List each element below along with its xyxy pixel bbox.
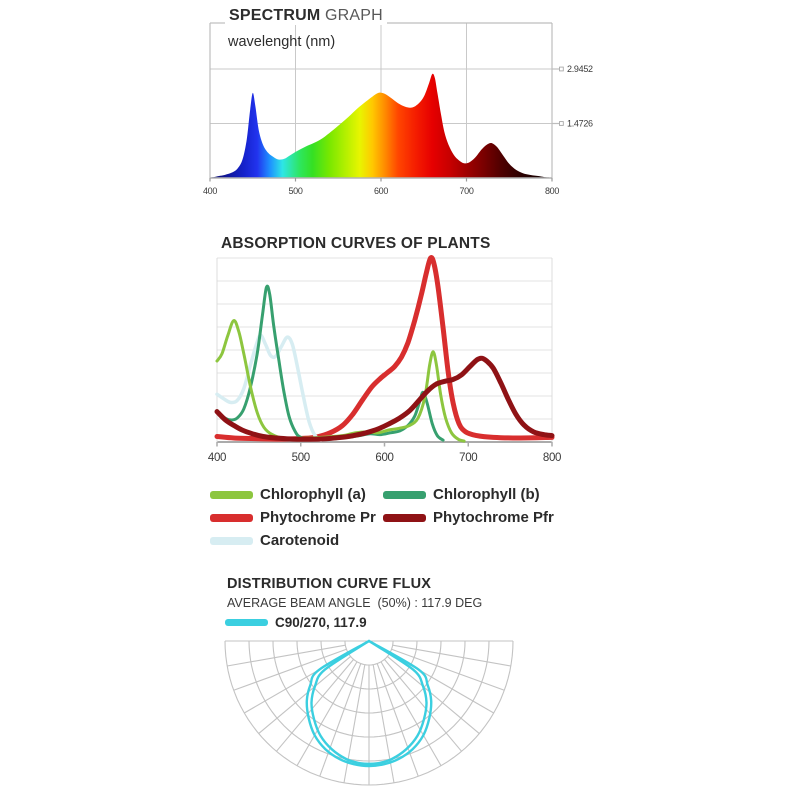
beam-angle-subtitle: AVERAGE BEAM ANGLE (50%) : 117.9 DEG bbox=[227, 596, 483, 610]
legend-item-phytochrome-pr: Phytochrome Pr bbox=[210, 509, 383, 526]
svg-text:500: 500 bbox=[292, 452, 310, 464]
legend-label: Phytochrome Pr bbox=[260, 509, 376, 526]
legend-item-phytochrome-pfr: Phytochrome Pfr bbox=[383, 509, 554, 526]
legend-swatch-c90-270 bbox=[225, 619, 268, 626]
spectrum-title-bold: SPECTRUM bbox=[229, 7, 321, 24]
svg-text:600: 600 bbox=[374, 186, 388, 196]
svg-text:600: 600 bbox=[375, 452, 393, 464]
legend-item-carotenoid: Carotenoid bbox=[210, 532, 383, 549]
legend-swatch-phytochrome-pr bbox=[210, 513, 253, 522]
legend-item-chlorophyll-a: Chlorophyll (a) bbox=[210, 486, 383, 503]
spectrum-title-light: GRAPH bbox=[320, 7, 383, 24]
legend-label: Chlorophyll (b) bbox=[433, 486, 540, 503]
svg-text:800: 800 bbox=[543, 452, 561, 464]
legend-label-c90-270: C90/270, 117.9 bbox=[275, 615, 367, 630]
svg-text:1.4726: 1.4726 bbox=[567, 119, 593, 129]
legend-item-chlorophyll-b: Chlorophyll (b) bbox=[383, 486, 554, 503]
legend-swatch-carotenoid bbox=[210, 536, 253, 545]
svg-text:800: 800 bbox=[545, 186, 559, 196]
legend-swatch-phytochrome-pfr bbox=[383, 513, 426, 522]
distribution-legend: C90/270, 117.9 bbox=[225, 615, 367, 630]
svg-text:500: 500 bbox=[288, 186, 302, 196]
spectrum-chart: 400 500 600 700 800 2.9452 1.4726 bbox=[203, 22, 593, 196]
legend-label: Carotenoid bbox=[260, 532, 340, 549]
legend-label: Chlorophyll (a) bbox=[260, 486, 366, 503]
legend-swatch-chlorophyll-a bbox=[210, 490, 253, 499]
spectrum-title: SPECTRUM GRAPH bbox=[227, 7, 387, 25]
svg-text:400: 400 bbox=[203, 186, 217, 196]
absorption-legend: Chlorophyll (a) Chlorophyll (b) Phytochr… bbox=[210, 483, 554, 552]
svg-text:700: 700 bbox=[459, 452, 477, 464]
legend-swatch-chlorophyll-b bbox=[383, 490, 426, 499]
polar-distribution-chart bbox=[224, 639, 514, 786]
legend-label: Phytochrome Pfr bbox=[433, 509, 554, 526]
distribution-title: DISTRIBUTION CURVE FLUX bbox=[227, 576, 432, 592]
absorption-title: ABSORPTION CURVES OF PLANTS bbox=[221, 235, 491, 252]
svg-text:2.9452: 2.9452 bbox=[567, 64, 593, 74]
svg-text:400: 400 bbox=[208, 452, 226, 464]
wavelength-axis-label: wavelenght (nm) bbox=[228, 34, 336, 50]
svg-text:700: 700 bbox=[459, 186, 473, 196]
absorption-chart: 400 500 600 700 800 bbox=[208, 255, 561, 464]
